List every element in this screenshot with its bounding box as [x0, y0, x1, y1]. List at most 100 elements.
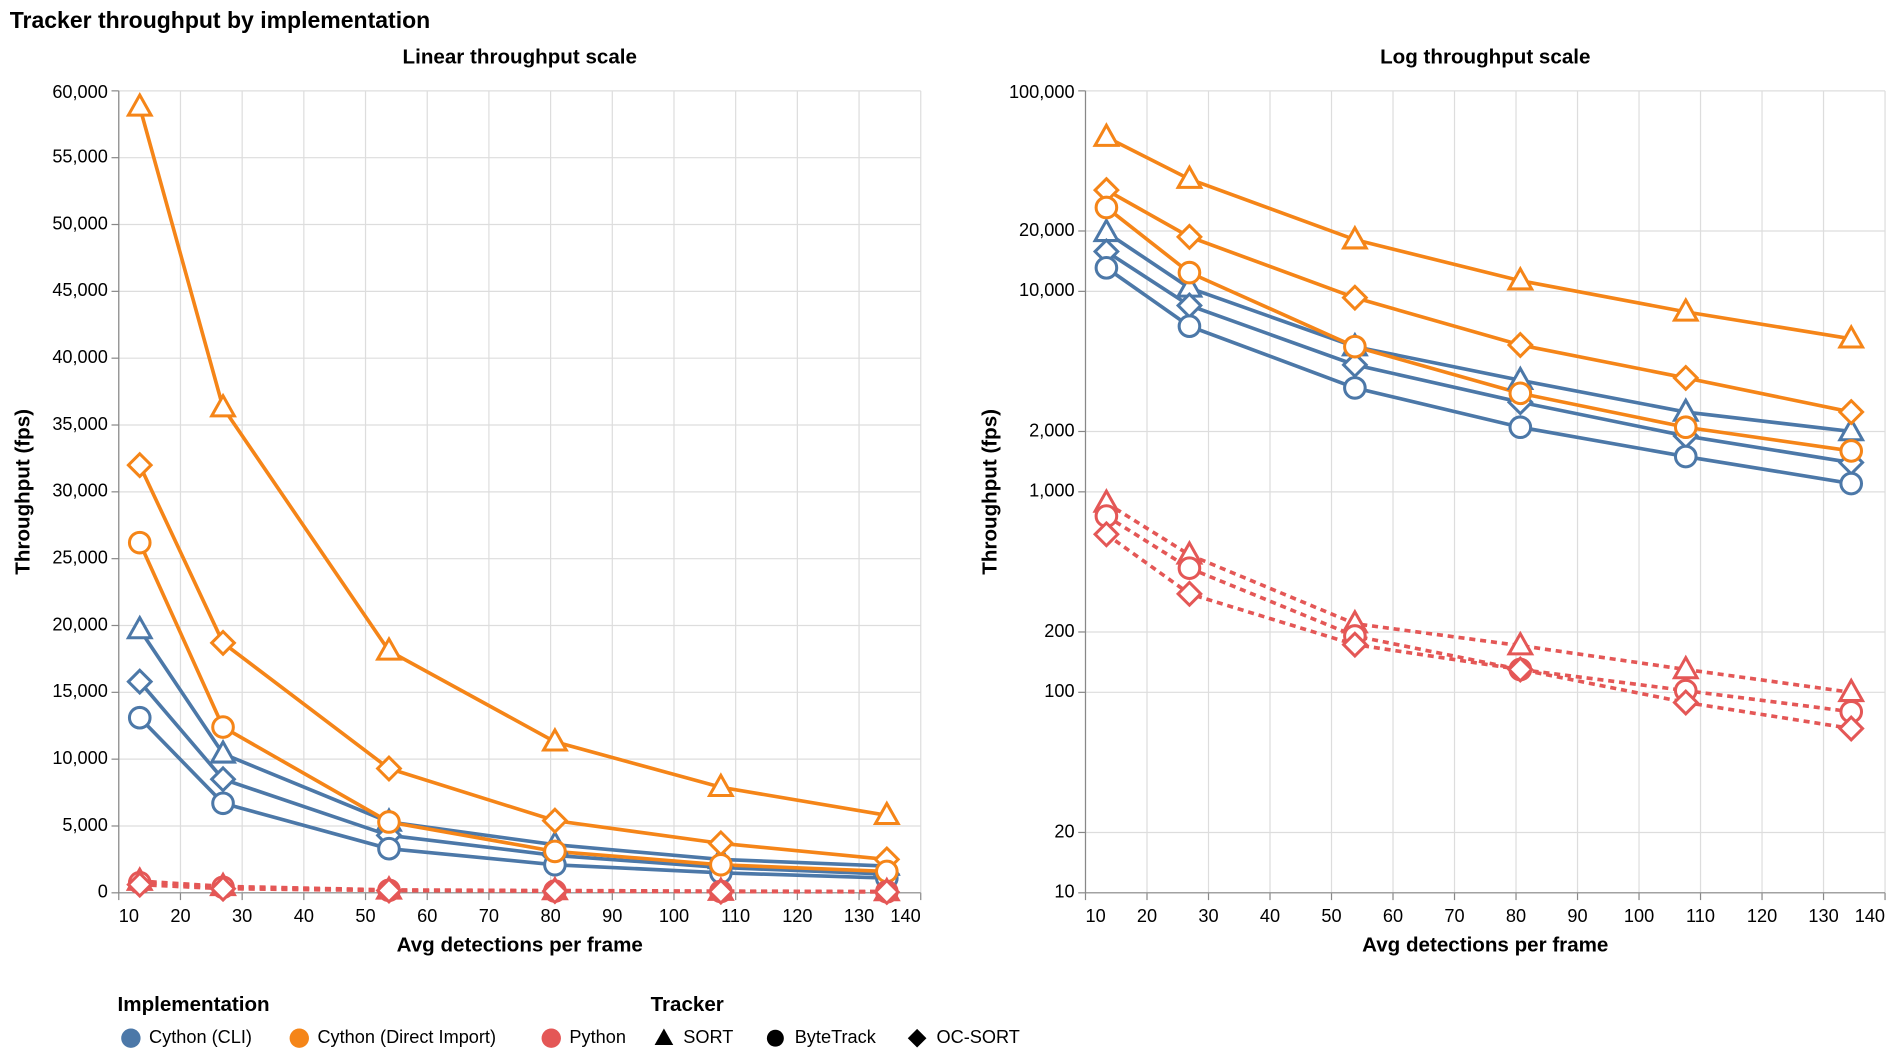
- legend-swatch: [289, 1028, 309, 1048]
- x-tick-label: 80: [1506, 906, 1526, 926]
- x-tick-label: 60: [417, 906, 437, 926]
- series-line: [138, 541, 887, 874]
- legend-swatch: [541, 1028, 561, 1048]
- point: [1340, 224, 1369, 250]
- point: [1341, 631, 1369, 659]
- point: [1506, 265, 1535, 291]
- legend-label: OC-SORT: [936, 1027, 1019, 1047]
- legend-swatch: [654, 1028, 674, 1045]
- point: [543, 839, 567, 864]
- x-tick-label: 30: [232, 906, 252, 926]
- x-tick-label: 40: [294, 906, 314, 926]
- point: [1506, 331, 1534, 359]
- legend-label: Cython (Direct Import): [317, 1027, 496, 1047]
- x-tick-label: 10: [119, 906, 139, 926]
- point: [873, 878, 901, 906]
- series-line: [1105, 206, 1852, 453]
- point: [126, 871, 154, 899]
- point: [541, 726, 569, 752]
- point: [127, 530, 152, 555]
- legend-label: SORT: [683, 1027, 733, 1047]
- point: [1092, 122, 1121, 147]
- y-tick-label: 2,000: [1029, 420, 1074, 440]
- y-tick-label: 60,000: [52, 82, 108, 102]
- x-tick-label: 130: [1808, 906, 1838, 926]
- y-tick-label: 50,000: [52, 213, 108, 233]
- x-tick-label: 60: [1383, 906, 1403, 926]
- point: [1673, 444, 1698, 469]
- x-tick-label: 10: [1085, 906, 1105, 926]
- point: [209, 738, 237, 764]
- x-tick-label: 70: [479, 906, 499, 926]
- y-tick-label: 20,000: [52, 614, 108, 634]
- x-tick-label: 50: [1321, 906, 1341, 926]
- y-tick-label: 0: [98, 882, 108, 902]
- point: [375, 877, 403, 904]
- point: [125, 614, 154, 640]
- point: [126, 451, 154, 479]
- figure-title: Tracker throughput by implementation: [10, 7, 430, 33]
- point: [126, 668, 154, 696]
- x-tick-label: 120: [782, 906, 812, 926]
- legend-swatch: [907, 1028, 927, 1048]
- x-tick-label: 90: [602, 906, 622, 926]
- x-tick-label: 80: [541, 906, 561, 926]
- x-tick-label: 120: [1747, 906, 1777, 926]
- panel-title: Log throughput scale: [1380, 46, 1590, 69]
- y-tick-label: 30,000: [52, 481, 108, 501]
- y-tick-label: 15,000: [52, 681, 108, 701]
- series-line: [139, 882, 887, 894]
- y-tick-label: 5,000: [62, 815, 107, 835]
- legend-swatch: [121, 1028, 141, 1048]
- point: [872, 800, 901, 826]
- series-line: [138, 716, 887, 880]
- point: [1094, 195, 1119, 220]
- point: [1673, 415, 1698, 440]
- point: [211, 715, 235, 739]
- y-axis-label: Throughput (fps): [978, 409, 1001, 575]
- point: [707, 878, 735, 906]
- point: [1094, 256, 1119, 280]
- x-axis-label: Avg detections per frame: [397, 934, 643, 957]
- point: [1837, 323, 1866, 349]
- x-tick-label: 140: [890, 906, 920, 926]
- point: [375, 635, 403, 661]
- y-tick-label: 10,000: [1019, 280, 1075, 300]
- x-tick-label: 110: [1686, 906, 1715, 926]
- y-tick-label: 100,000: [1009, 82, 1075, 102]
- y-tick-label: 100: [1044, 681, 1074, 701]
- series-line: [1105, 188, 1852, 414]
- point: [1839, 439, 1864, 463]
- x-tick-label: 100: [1624, 906, 1654, 926]
- point: [1177, 260, 1202, 285]
- series-line: [1105, 135, 1852, 341]
- x-tick-label: 140: [1855, 906, 1885, 926]
- legend-label: Cython (CLI): [149, 1027, 252, 1047]
- point: [1175, 164, 1204, 189]
- y-tick-label: 25,000: [52, 547, 108, 567]
- point: [1506, 656, 1534, 683]
- point: [1177, 314, 1202, 339]
- legend-label: Python: [569, 1027, 626, 1047]
- point: [1343, 376, 1367, 400]
- point: [1092, 520, 1120, 548]
- x-tick-label: 20: [170, 906, 190, 926]
- legend-title: Tracker: [651, 993, 724, 1016]
- point: [209, 392, 237, 418]
- legend-label: ByteTrack: [795, 1027, 877, 1047]
- series-line: [138, 106, 888, 818]
- point: [209, 629, 237, 657]
- point: [1508, 415, 1533, 440]
- point: [209, 875, 237, 903]
- point: [375, 755, 403, 782]
- point: [125, 91, 154, 117]
- y-tick-label: 55,000: [52, 146, 108, 166]
- series-line: [1105, 514, 1852, 714]
- point: [1839, 471, 1864, 496]
- y-tick-label: 20,000: [1019, 220, 1075, 240]
- series-group: [138, 106, 888, 894]
- series-line: [1105, 501, 1852, 695]
- point: [211, 791, 235, 816]
- series-line: [138, 628, 887, 868]
